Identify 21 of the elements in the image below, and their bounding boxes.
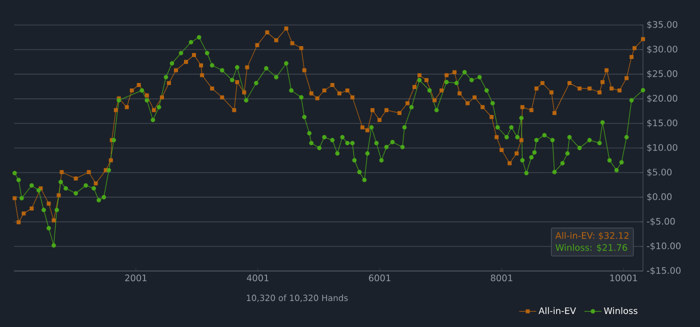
y-tick-label: -$15.00 bbox=[646, 266, 681, 276]
x-tick-label: 6001 bbox=[368, 274, 390, 282]
x-tick-label: 4001 bbox=[246, 274, 268, 282]
annotation: Winloss: $21.76 bbox=[556, 244, 628, 252]
y-tick-label: $30.00 bbox=[647, 46, 678, 54]
y-tick-label: $20.00 bbox=[647, 94, 678, 103]
x-axis-title: 10,320 of 10,320 Hands bbox=[246, 294, 348, 302]
y-tick-label: $5.00 bbox=[647, 168, 672, 177]
y-tick-label: $0.00 bbox=[647, 193, 672, 202]
y-tick-label: $15.00 bbox=[647, 119, 678, 128]
y-tick-label: $35.00 bbox=[647, 20, 678, 30]
x-tick-label: 8001 bbox=[490, 274, 512, 282]
y-tick-label: -$10.00 bbox=[646, 242, 681, 250]
x-tick-label: 10001 bbox=[610, 274, 637, 282]
y-tick-label: $25.00 bbox=[647, 70, 678, 78]
legend-label: All-in-EV bbox=[538, 307, 576, 314]
annotation: All-in-EV: $32.12 bbox=[555, 232, 628, 240]
x-tick-label: 2001 bbox=[125, 274, 146, 282]
y-tick-label: -$5.00 bbox=[646, 218, 675, 226]
y-tick-label: $10.00 bbox=[647, 144, 678, 152]
legend-label: Winloss bbox=[604, 307, 638, 314]
